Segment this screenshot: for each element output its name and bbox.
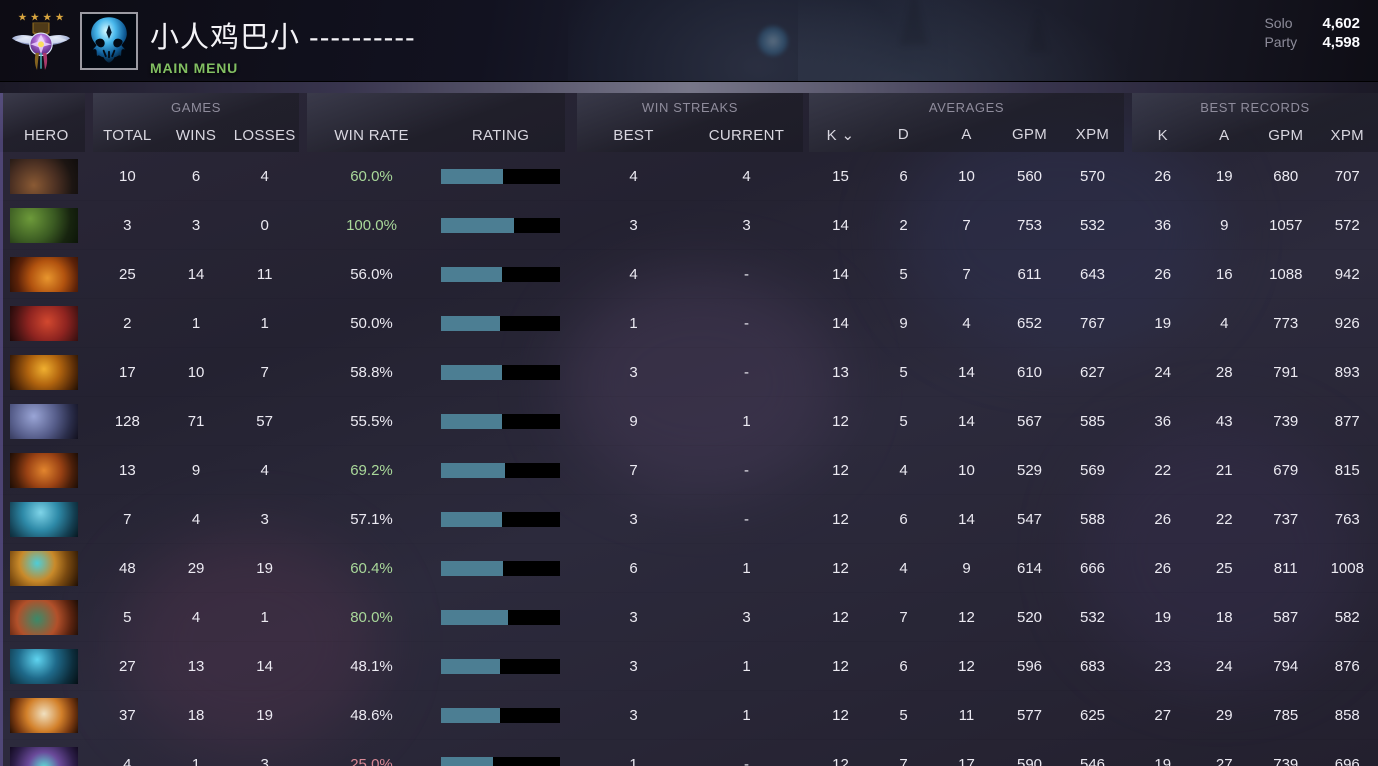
svg-text:★ ★ ★ ★: ★ ★ ★ ★	[18, 12, 65, 24]
